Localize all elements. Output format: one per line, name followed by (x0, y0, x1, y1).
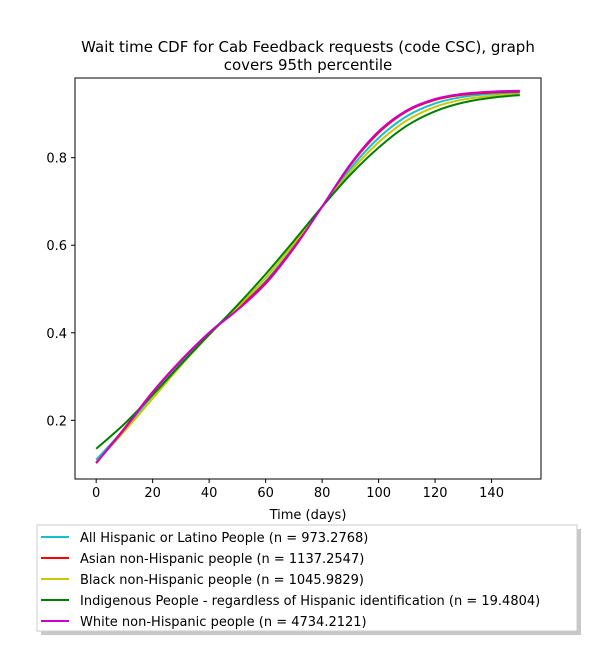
y-axis-ticks: 0.2 0.4 0.6 0.8 (46, 152, 75, 429)
legend-label-3: Black non-Hispanic people (n = 1045.9829… (80, 573, 364, 588)
legend-label-4: Indigenous People - regardless of Hispan… (80, 594, 540, 609)
x-tick-label: 140 (479, 486, 504, 501)
chart-title-line1: Wait time CDF for Cab Feedback requests … (81, 38, 535, 56)
y-tick-label: 0.8 (46, 152, 67, 167)
x-axis-label: Time (days) (269, 508, 347, 523)
x-tick-label: 40 (201, 486, 218, 501)
legend-label-5: White non-Hispanic people (n = 4734.2121… (80, 615, 367, 630)
x-tick-label: 80 (314, 486, 331, 501)
x-tick-label: 120 (423, 486, 448, 501)
x-tick-label: 20 (144, 486, 161, 501)
series-line-4 (95, 94, 520, 450)
series-line-3 (95, 93, 520, 463)
legend: All Hispanic or Latino People (n = 973.2… (36, 524, 581, 635)
y-tick-label: 0.4 (46, 327, 67, 342)
series-line-2 (95, 90, 520, 464)
series-line-5 (95, 89, 520, 464)
legend-label-2: Asian non-Hispanic people (n = 1137.2547… (80, 552, 364, 567)
chart-title-line2: covers 95th percentile (224, 56, 393, 74)
series-lines (95, 89, 520, 464)
x-tick-label: 0 (92, 486, 100, 501)
x-tick-label: 60 (257, 486, 274, 501)
series-line-1 (95, 91, 520, 461)
y-tick-label: 0.6 (46, 239, 67, 254)
legend-items: All Hispanic or Latino People (n = 973.2… (41, 531, 540, 630)
legend-label-1: All Hispanic or Latino People (n = 973.2… (80, 531, 368, 546)
plot-area (74, 77, 542, 480)
y-tick-label: 0.2 (46, 414, 67, 429)
x-axis-ticks: 0 20 40 60 80 100 120 140 (92, 479, 504, 501)
x-tick-label: 100 (366, 486, 391, 501)
legend-box (36, 524, 578, 632)
